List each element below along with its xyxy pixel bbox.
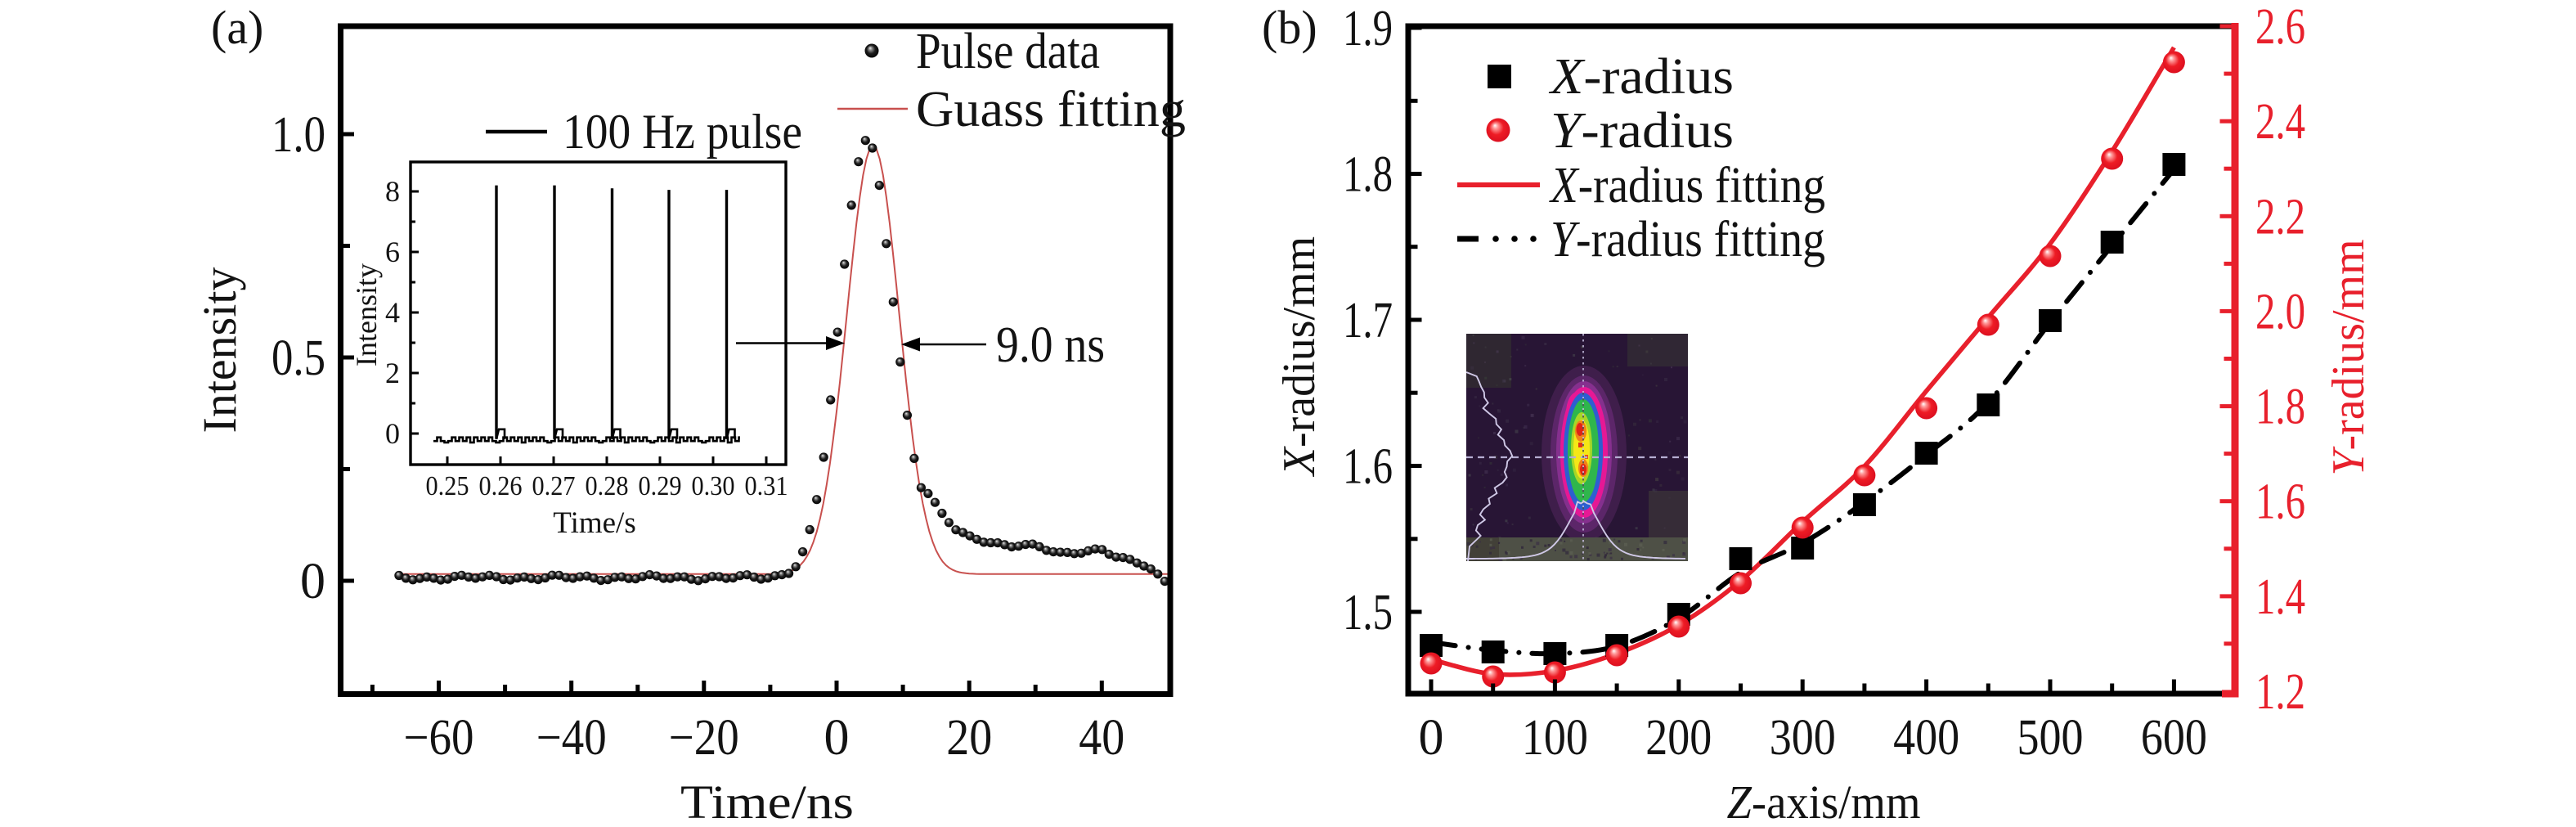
svg-text:Y-radius: Y-radius bbox=[1551, 103, 1734, 159]
svg-text:1.8: 1.8 bbox=[1343, 147, 1393, 203]
svg-text:4: 4 bbox=[385, 296, 400, 329]
svg-text:1.4: 1.4 bbox=[2255, 569, 2305, 625]
svg-text:Intensity: Intensity bbox=[350, 263, 383, 366]
svg-text:0.25: 0.25 bbox=[426, 471, 469, 501]
svg-text:1.2: 1.2 bbox=[2255, 664, 2305, 720]
svg-text:100: 100 bbox=[1522, 710, 1588, 766]
svg-text:1.8: 1.8 bbox=[2255, 380, 2305, 435]
svg-text:Intensity: Intensity bbox=[193, 267, 246, 434]
svg-text:400: 400 bbox=[1893, 710, 1959, 766]
svg-text:9.0 ns: 9.0 ns bbox=[996, 317, 1105, 373]
svg-text:0: 0 bbox=[824, 710, 850, 766]
svg-text:0.30: 0.30 bbox=[692, 471, 735, 501]
svg-text:1.7: 1.7 bbox=[1343, 293, 1393, 348]
svg-text:−60: −60 bbox=[404, 710, 474, 766]
svg-text:Y-radius fitting: Y-radius fitting bbox=[1551, 212, 1825, 267]
svg-text:X-radius/mm: X-radius/mm bbox=[1274, 236, 1325, 477]
svg-text:1.0: 1.0 bbox=[272, 107, 325, 163]
svg-text:(b): (b) bbox=[1262, 1, 1317, 54]
svg-text:1.9: 1.9 bbox=[1343, 1, 1393, 56]
svg-text:2.2: 2.2 bbox=[2255, 189, 2305, 245]
svg-text:6: 6 bbox=[385, 236, 400, 268]
svg-text:40: 40 bbox=[1079, 710, 1124, 766]
svg-text:200: 200 bbox=[1645, 710, 1712, 766]
svg-text:0: 0 bbox=[385, 417, 400, 450]
svg-text:−40: −40 bbox=[536, 710, 607, 766]
svg-text:Guass fitting: Guass fitting bbox=[916, 82, 1186, 137]
svg-text:Y-radius/mm: Y-radius/mm bbox=[2323, 239, 2374, 475]
svg-text:600: 600 bbox=[2141, 710, 2207, 766]
svg-text:0.31: 0.31 bbox=[745, 471, 788, 501]
svg-text:0: 0 bbox=[300, 554, 325, 609]
svg-text:−20: −20 bbox=[669, 710, 739, 766]
svg-text:0.26: 0.26 bbox=[479, 471, 523, 501]
svg-text:X-radius fitting: X-radius fitting bbox=[1548, 158, 1825, 213]
svg-text:1.6: 1.6 bbox=[2255, 474, 2305, 530]
svg-text:(a): (a) bbox=[211, 1, 263, 54]
svg-text:300: 300 bbox=[1770, 710, 1836, 766]
svg-text:Z-axis/mm: Z-axis/mm bbox=[1727, 775, 1921, 827]
svg-text:Time/s: Time/s bbox=[553, 506, 635, 540]
svg-text:0.28: 0.28 bbox=[586, 471, 629, 501]
svg-text:2: 2 bbox=[385, 357, 400, 389]
svg-text:1.6: 1.6 bbox=[1343, 439, 1393, 495]
svg-text:0.29: 0.29 bbox=[639, 471, 682, 501]
svg-text:500: 500 bbox=[2017, 710, 2084, 766]
svg-text:2.4: 2.4 bbox=[2255, 94, 2305, 150]
svg-text:0: 0 bbox=[1419, 710, 1444, 766]
svg-text:8: 8 bbox=[385, 175, 400, 208]
svg-text:2.6: 2.6 bbox=[2255, 0, 2305, 55]
svg-text:Pulse data: Pulse data bbox=[916, 24, 1100, 79]
svg-text:X-radius: X-radius bbox=[1548, 49, 1734, 105]
svg-text:0.27: 0.27 bbox=[532, 471, 576, 501]
svg-text:2.0: 2.0 bbox=[2255, 284, 2305, 339]
svg-text:0.5: 0.5 bbox=[272, 330, 325, 386]
svg-text:20: 20 bbox=[946, 710, 992, 766]
svg-text:1.5: 1.5 bbox=[1343, 585, 1393, 640]
svg-text:100 Hz pulse: 100 Hz pulse bbox=[563, 105, 802, 159]
svg-text:Time/ns: Time/ns bbox=[680, 775, 854, 827]
